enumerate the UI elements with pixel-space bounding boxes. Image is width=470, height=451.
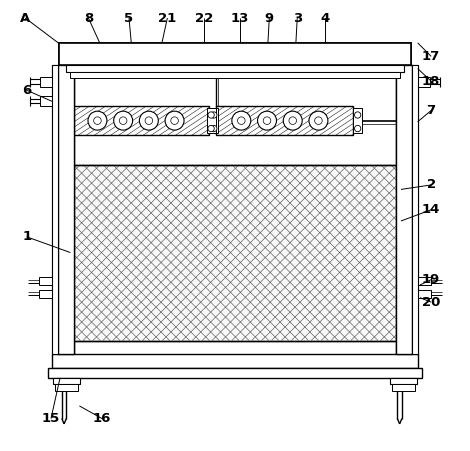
Bar	[39, 290, 52, 298]
Text: 8: 8	[84, 12, 93, 24]
Circle shape	[211, 112, 217, 118]
Bar	[53, 378, 80, 384]
Text: 6: 6	[22, 84, 31, 97]
Text: 15: 15	[42, 412, 60, 425]
Text: 7: 7	[427, 104, 436, 117]
Bar	[70, 165, 400, 341]
Circle shape	[314, 117, 322, 124]
Circle shape	[403, 47, 408, 53]
Text: 14: 14	[422, 203, 440, 216]
Text: 1: 1	[22, 230, 31, 243]
Bar	[59, 43, 411, 65]
Circle shape	[354, 125, 361, 132]
Text: 21: 21	[158, 12, 176, 24]
Text: 13: 13	[230, 12, 249, 24]
Bar	[58, 65, 74, 354]
Bar	[418, 277, 431, 285]
Bar	[209, 108, 218, 133]
Text: 2: 2	[427, 179, 436, 191]
Circle shape	[258, 111, 276, 130]
Bar	[353, 108, 362, 133]
Circle shape	[145, 117, 153, 124]
Bar	[52, 65, 58, 354]
Circle shape	[263, 117, 271, 124]
Bar	[59, 43, 411, 65]
Bar	[52, 65, 58, 354]
Bar	[392, 384, 415, 391]
Bar	[396, 65, 412, 354]
Bar	[48, 368, 422, 378]
Bar	[60, 45, 69, 63]
Bar	[216, 106, 353, 135]
Circle shape	[88, 111, 107, 130]
Circle shape	[403, 58, 408, 64]
Bar	[40, 77, 53, 87]
Circle shape	[208, 125, 214, 132]
Circle shape	[64, 125, 70, 132]
Text: A: A	[20, 12, 31, 24]
Circle shape	[237, 117, 245, 124]
Circle shape	[140, 111, 158, 130]
Bar	[72, 106, 209, 135]
Bar	[70, 165, 400, 341]
Bar	[39, 277, 52, 285]
Circle shape	[208, 112, 214, 118]
Bar	[58, 65, 74, 354]
Bar	[390, 378, 417, 384]
Text: 18: 18	[422, 75, 440, 87]
Bar	[417, 77, 430, 87]
Bar	[66, 65, 404, 72]
Bar	[63, 108, 72, 133]
Text: 4: 4	[321, 12, 330, 24]
Text: 20: 20	[422, 296, 440, 308]
Text: 19: 19	[422, 273, 440, 286]
Circle shape	[94, 117, 101, 124]
Bar	[66, 65, 404, 72]
Text: 22: 22	[195, 12, 213, 24]
Circle shape	[354, 112, 361, 118]
Bar	[70, 72, 400, 78]
Text: 16: 16	[93, 412, 111, 425]
Circle shape	[211, 125, 217, 132]
Text: 9: 9	[265, 12, 274, 24]
Circle shape	[64, 112, 70, 118]
Bar	[70, 72, 400, 78]
Circle shape	[283, 111, 302, 130]
Circle shape	[62, 58, 67, 64]
Bar	[418, 290, 431, 298]
Text: 3: 3	[293, 12, 302, 24]
Circle shape	[309, 111, 328, 130]
Circle shape	[114, 111, 133, 130]
Bar	[52, 354, 418, 368]
Circle shape	[165, 111, 184, 130]
Bar	[412, 65, 418, 354]
Bar	[401, 45, 410, 63]
Text: 5: 5	[125, 12, 133, 24]
Text: 17: 17	[422, 50, 440, 63]
Bar	[412, 65, 418, 354]
Bar	[207, 108, 216, 133]
Circle shape	[171, 117, 178, 124]
Bar	[55, 384, 78, 391]
Circle shape	[232, 111, 251, 130]
Circle shape	[62, 47, 67, 53]
Bar	[396, 65, 412, 354]
Bar	[40, 96, 53, 106]
Circle shape	[289, 117, 297, 124]
Circle shape	[119, 117, 127, 124]
